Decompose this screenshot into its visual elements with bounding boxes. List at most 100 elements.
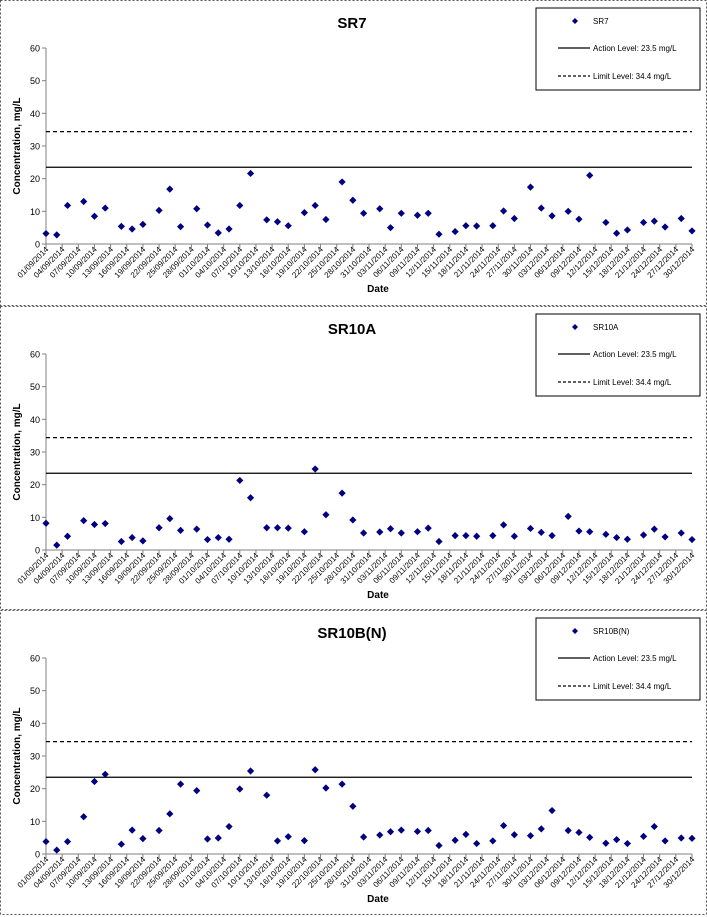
y-tick-label: 50	[30, 76, 40, 86]
data-point	[602, 530, 610, 538]
data-point	[376, 831, 384, 839]
data-point	[424, 209, 432, 217]
data-point	[510, 214, 518, 223]
chart-panel: SR10B(N) 0 10 20 30 40 50 60 Concentration, mg/L…	[0, 610, 707, 915]
data-point	[246, 494, 255, 502]
data-point	[311, 201, 319, 210]
y-tick-label: 20	[30, 784, 40, 794]
data-point	[677, 214, 685, 223]
data-point	[128, 533, 136, 542]
data-point	[510, 831, 518, 839]
data-point	[214, 834, 222, 842]
data-point	[117, 537, 125, 546]
data-point	[284, 833, 292, 841]
y-tick-label: 30	[30, 752, 40, 762]
data-point	[499, 521, 508, 529]
data-point	[586, 833, 594, 841]
data-point	[273, 218, 282, 226]
data-point	[246, 767, 255, 775]
data-point	[42, 229, 50, 238]
data-point	[53, 231, 61, 239]
data-point	[225, 225, 233, 233]
data-point	[613, 229, 621, 237]
data-point	[575, 828, 583, 837]
data-point	[139, 835, 147, 843]
y-tick-label: 50	[30, 382, 40, 392]
y-tick-label: 10	[30, 207, 40, 217]
legend: SR7 Action Level: 23.5 mg/L Limit Level: 3…	[535, 7, 701, 91]
data-point	[473, 839, 481, 848]
data-point	[101, 770, 109, 778]
data-point	[510, 532, 518, 540]
data-point	[338, 780, 346, 788]
data-point	[376, 528, 384, 536]
data-point	[435, 841, 443, 850]
data-point	[360, 209, 368, 217]
data-point	[661, 837, 669, 845]
data-point	[499, 821, 508, 830]
data-point	[526, 832, 535, 840]
legend-marker	[572, 628, 578, 634]
y-tick-label: 40	[30, 109, 40, 119]
chart-panel: SR10A 0 10 20 30 40 50 60 Concentration, mg/L 01/…	[0, 306, 707, 610]
data-point	[63, 532, 72, 540]
data-point	[193, 787, 201, 795]
data-point	[166, 515, 174, 523]
data-point	[338, 178, 346, 186]
data-point	[322, 511, 330, 519]
data-point	[90, 520, 99, 529]
y-tick-label: 10	[30, 817, 40, 827]
data-point	[386, 525, 395, 533]
data-point	[688, 535, 696, 544]
data-point	[462, 222, 470, 230]
data-point	[53, 846, 61, 854]
data-point	[435, 537, 443, 546]
data-point	[284, 524, 292, 532]
chart-title: SR7	[337, 15, 366, 32]
x-axis-label: Date	[367, 894, 389, 905]
data-point	[139, 220, 147, 228]
data-point	[53, 541, 61, 549]
data-point	[526, 183, 535, 191]
y-tick-label: 0	[35, 850, 40, 860]
data-point	[42, 519, 50, 527]
data-point	[236, 476, 244, 485]
data-point	[193, 525, 201, 533]
data-point	[424, 524, 432, 532]
data-point	[499, 207, 508, 215]
data-point	[193, 205, 201, 213]
y-tick-label: 40	[30, 719, 40, 729]
legend-label: SR10A	[593, 323, 619, 332]
y-tick-label: 50	[30, 686, 40, 696]
y-tick-label: 60	[30, 654, 40, 664]
y-tick-label: 60	[30, 350, 40, 360]
data-point	[386, 828, 395, 836]
y-tick-label: 30	[30, 448, 40, 458]
data-point	[397, 529, 405, 537]
data-point	[176, 780, 185, 788]
legend-label: Action Level: 23.5 mg/L	[593, 350, 677, 359]
data-point	[176, 223, 185, 231]
data-point	[623, 226, 631, 234]
data-point	[203, 835, 212, 843]
data-point	[386, 224, 395, 232]
data-point	[489, 532, 497, 540]
y-tick-label: 0	[35, 240, 40, 250]
data-point	[575, 215, 583, 223]
data-point	[688, 834, 696, 842]
data-point	[101, 204, 109, 212]
data-point	[139, 537, 147, 545]
data-point	[376, 205, 384, 213]
legend: SR10A Action Level: 23.5 mg/L Limit Level:…	[535, 313, 701, 397]
data-point	[613, 836, 621, 844]
x-axis-label: Date	[367, 284, 389, 295]
data-point	[623, 535, 631, 543]
data-point	[397, 209, 405, 217]
data-point	[537, 528, 545, 536]
data-point	[273, 524, 282, 532]
data-point	[300, 209, 308, 217]
legend-marker	[572, 324, 578, 330]
data-point	[117, 840, 125, 848]
y-tick-label: 20	[30, 480, 40, 490]
